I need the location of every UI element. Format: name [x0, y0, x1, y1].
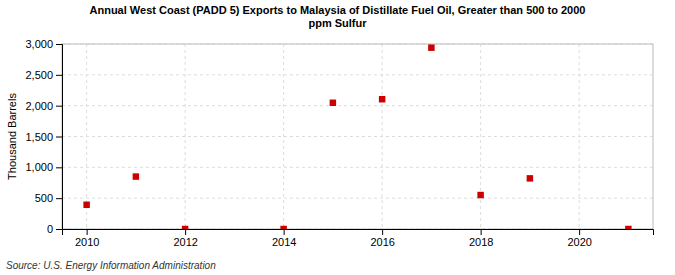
tick: 2,000 — [25, 100, 62, 112]
grid-line — [579, 44, 580, 229]
tick-label: 2,000 — [25, 100, 53, 112]
tick-mark — [56, 44, 62, 45]
tick-label: 2016 — [370, 236, 394, 248]
grid-line — [62, 198, 653, 199]
tick-mark — [185, 229, 186, 235]
tick-mark — [56, 229, 62, 230]
point — [182, 226, 188, 229]
point — [330, 100, 336, 106]
chart: 2010 2012 2014 2016 2018 2020 0 500 1,000 1,500 2,… — [0, 0, 675, 275]
point — [133, 173, 139, 179]
points — [83, 44, 631, 229]
tick: 2,500 — [25, 69, 62, 81]
plot-area: 2010 2012 2014 2016 2018 2020 0 500 1,000 1,500 2,… — [25, 38, 653, 248]
grid-line — [86, 44, 87, 229]
grid-line — [480, 44, 481, 229]
tick-mark — [56, 198, 62, 199]
point — [280, 226, 286, 229]
tick-label: 2014 — [272, 236, 296, 248]
title: Annual West Coast (PADD 5) Exports to Ma… — [90, 4, 586, 29]
tick-label: 1,500 — [25, 131, 53, 143]
grid-line — [62, 167, 653, 168]
point — [527, 175, 533, 181]
tick-mark — [56, 75, 62, 76]
tick-mark — [481, 229, 482, 235]
point — [477, 192, 483, 198]
tick: 2014 — [272, 229, 296, 248]
tick-label: 2018 — [469, 236, 493, 248]
grid-line — [62, 136, 653, 137]
grid-line — [283, 44, 284, 229]
grid-line — [382, 44, 383, 229]
tick: 2012 — [173, 229, 197, 248]
source-note: Source: U.S. Energy Information Administ… — [6, 260, 216, 271]
tick: 2016 — [370, 229, 394, 248]
tick: 1,500 — [25, 131, 62, 143]
point — [83, 202, 89, 208]
tick-label: 3,000 — [25, 38, 53, 50]
tick-mark — [87, 229, 88, 235]
tick-label: 1,000 — [25, 161, 53, 173]
tick: 0 — [47, 223, 62, 235]
tick-mark — [56, 137, 62, 138]
tick-label: 2,500 — [25, 69, 53, 81]
point — [428, 44, 434, 50]
tick-mark — [56, 167, 62, 168]
plot-frame — [62, 44, 653, 229]
axis-line — [63, 230, 654, 236]
grid-line — [62, 74, 653, 75]
tick: 500 — [35, 192, 62, 204]
y-axis: 0 500 1,000 1,500 2,000 2,500 3,000 — [25, 38, 62, 235]
tick-mark — [56, 106, 62, 107]
grid — [62, 44, 653, 229]
tick-mark — [579, 229, 580, 235]
tick: 2020 — [567, 229, 591, 248]
tick-label: 500 — [35, 192, 53, 204]
tick: 3,000 — [25, 38, 62, 50]
tick: 2018 — [469, 229, 493, 248]
tick-mark — [284, 229, 285, 235]
y-axis-title: Thousand Barrels — [6, 93, 18, 180]
tick-label: 2010 — [75, 236, 99, 248]
tick-mark — [382, 229, 383, 235]
grid-line — [185, 44, 186, 229]
x-axis: 2010 2012 2014 2016 2018 2020 — [63, 229, 654, 248]
tick: 1,000 — [25, 161, 62, 173]
point — [379, 96, 385, 102]
tick-label: 2020 — [567, 236, 591, 248]
axis-line — [56, 45, 63, 230]
tick-label: 2012 — [173, 236, 197, 248]
grid-line — [62, 105, 653, 106]
tick: 2010 — [75, 229, 99, 248]
point — [625, 226, 631, 229]
tick-label: 0 — [47, 223, 53, 235]
